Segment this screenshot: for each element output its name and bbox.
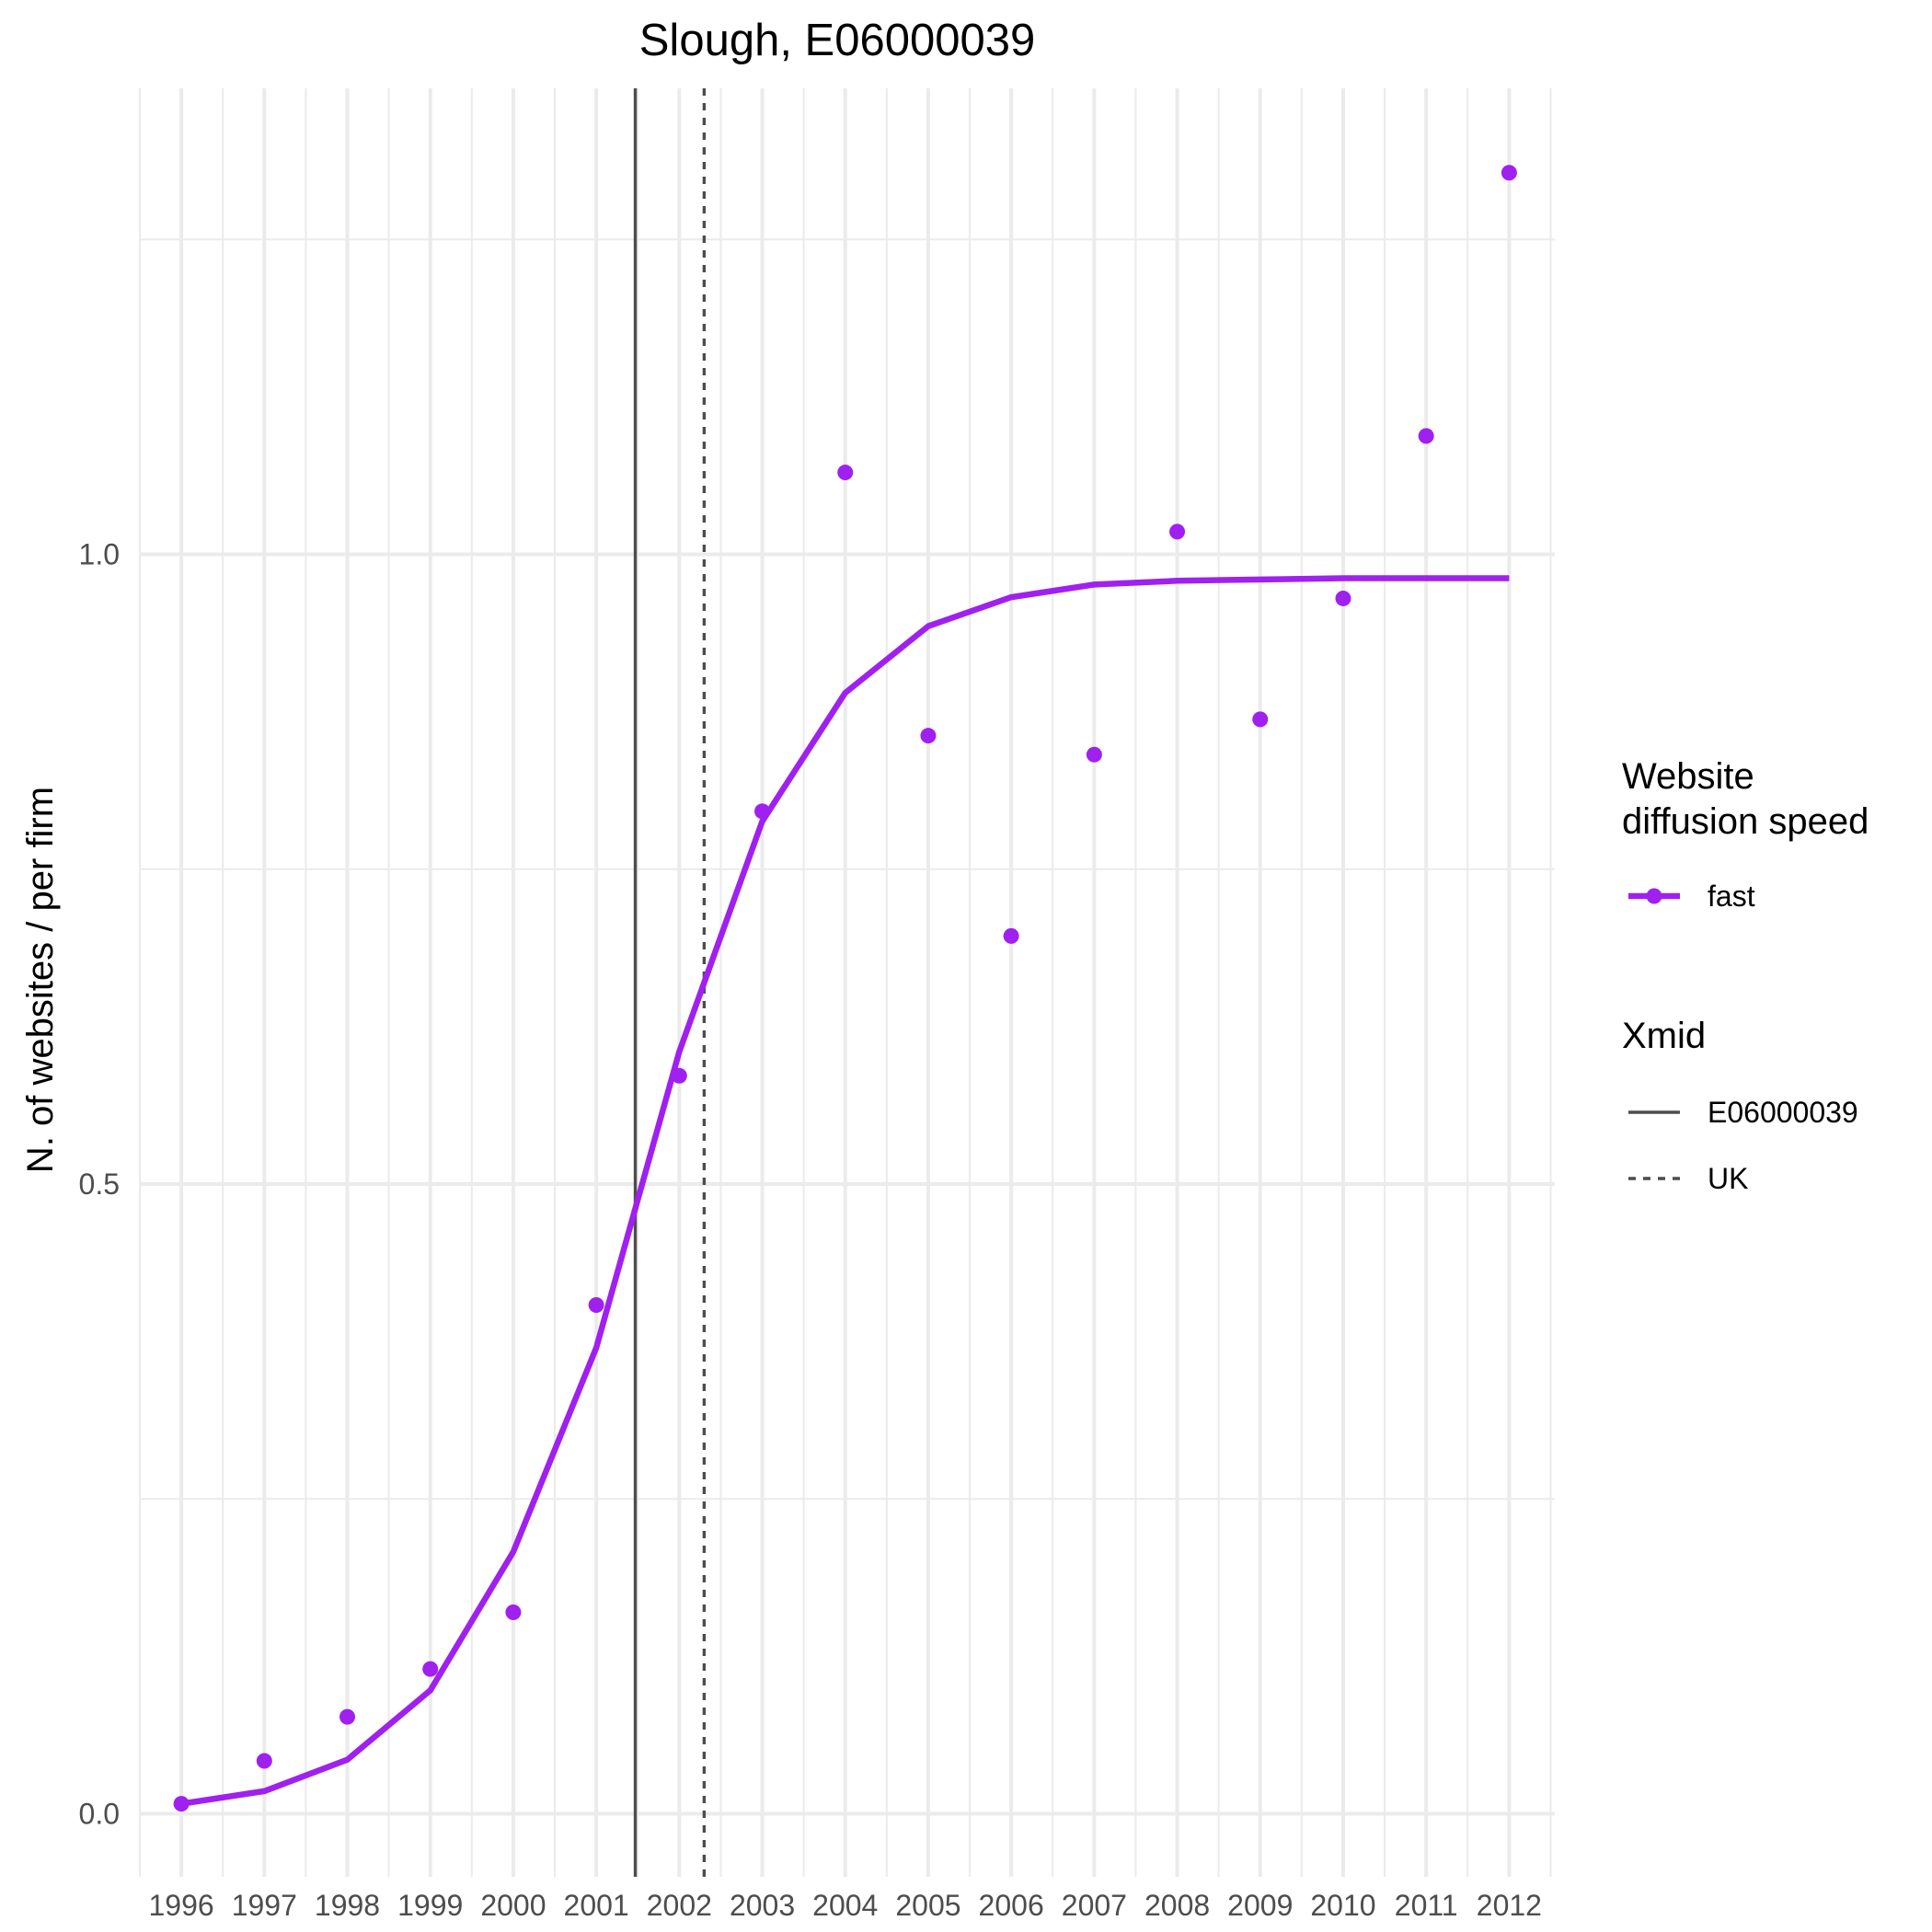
legend-label-fast: fast <box>1708 880 1755 913</box>
data-point-2012 <box>1501 165 1517 180</box>
legend-title-line: Website <box>1622 756 1754 797</box>
data-point-2009 <box>1252 711 1268 727</box>
legend-key-fast-point <box>1647 889 1662 904</box>
y-axis-label: N. of websites / per firm <box>20 787 61 1173</box>
data-point-2007 <box>1087 747 1102 763</box>
plot-area: 1996 1997 1998 1999 2000 2001 2002 2003 2004 2005… <box>79 88 1555 1922</box>
chart-title: Slough, E06000039 <box>639 16 1036 65</box>
x-tick-label: 1997 <box>232 1889 297 1922</box>
y-tick-label: 1.0 <box>79 538 120 571</box>
data-point-1997 <box>257 1754 272 1769</box>
x-tick-label: 2010 <box>1310 1889 1375 1922</box>
x-tick-label: 2011 <box>1395 1889 1458 1922</box>
data-point-2000 <box>505 1604 521 1620</box>
data-point-2003 <box>754 803 770 819</box>
data-point-2008 <box>1169 523 1185 539</box>
x-tick-label: 1999 <box>397 1889 463 1922</box>
x-tick-label: 2007 <box>1062 1889 1127 1922</box>
y-tick-label: 0.5 <box>79 1167 120 1201</box>
x-tick-label: 1998 <box>315 1889 380 1922</box>
x-tick-label: 2002 <box>647 1889 712 1922</box>
data-point-1999 <box>422 1662 438 1677</box>
x-tick-label: 2009 <box>1227 1889 1293 1922</box>
x-tick-label: 2000 <box>480 1889 546 1922</box>
data-point-2010 <box>1335 591 1351 606</box>
y-tick-label: 0.0 <box>79 1798 120 1831</box>
legend-title-xmid: Xmid <box>1622 1016 1706 1056</box>
data-point-1998 <box>339 1709 355 1725</box>
data-point-2004 <box>837 465 853 480</box>
x-tick-label: 2006 <box>979 1889 1044 1922</box>
x-tick-label: 2004 <box>812 1889 878 1922</box>
data-point-2011 <box>1419 428 1434 443</box>
x-tick-label: 2005 <box>895 1889 960 1922</box>
data-point-2005 <box>920 728 936 743</box>
data-point-2001 <box>589 1297 604 1313</box>
data-point-1996 <box>174 1796 190 1811</box>
x-tick-label: 2003 <box>730 1889 795 1922</box>
x-tick-label: 2012 <box>1477 1889 1542 1922</box>
legend-label-uk: UK <box>1708 1162 1748 1195</box>
legend-label-e06000039: E06000039 <box>1708 1096 1858 1129</box>
data-point-2006 <box>1004 928 1019 944</box>
x-tick-label: 2001 <box>564 1889 629 1922</box>
x-tick-label: 1996 <box>149 1889 214 1922</box>
data-point-2002 <box>672 1068 687 1084</box>
legend-title-line: diffusion speed <box>1622 801 1869 842</box>
x-tick-label: 2008 <box>1144 1889 1210 1922</box>
